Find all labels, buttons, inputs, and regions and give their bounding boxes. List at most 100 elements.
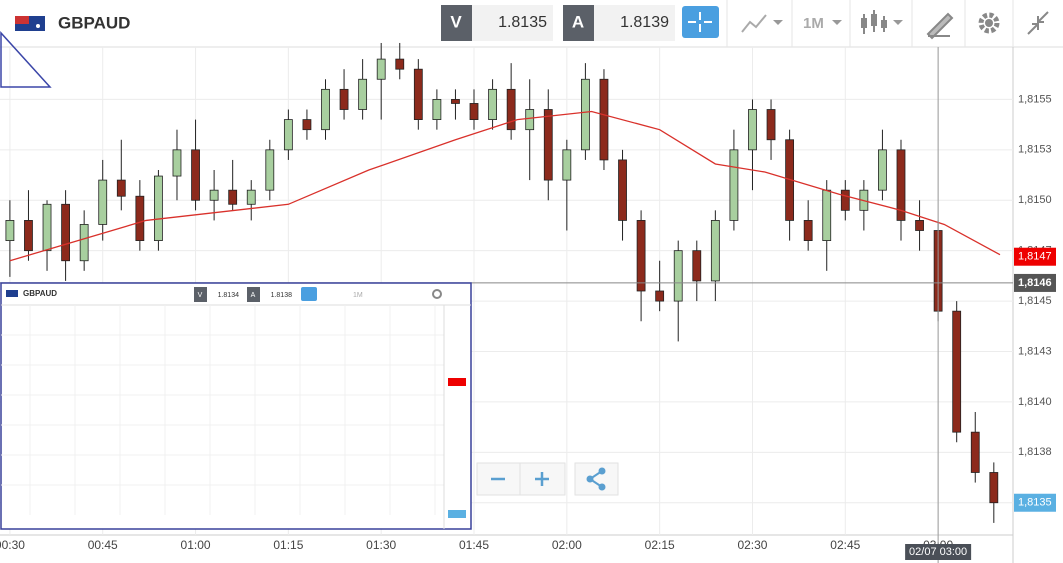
inset-bid: 1.8134 bbox=[218, 292, 240, 299]
x-tick-label: 01:30 bbox=[366, 538, 396, 552]
inset-bid-button bbox=[194, 287, 207, 302]
bid-label: V bbox=[450, 12, 462, 31]
candle-body bbox=[135, 195, 145, 241]
candle-body bbox=[673, 250, 683, 302]
candle-body bbox=[42, 203, 52, 252]
candle-body bbox=[488, 88, 497, 120]
candle-body bbox=[98, 179, 108, 225]
candle-body bbox=[265, 149, 275, 191]
x-tick-label: 01:00 bbox=[181, 538, 211, 552]
candle-body bbox=[599, 78, 609, 161]
candle-body bbox=[506, 88, 516, 131]
crosshair-x-label: 02/07 03:00 bbox=[909, 546, 967, 558]
x-tick-label: 01:45 bbox=[459, 538, 489, 552]
moving-average bbox=[9, 110, 1001, 262]
zoom-controls bbox=[476, 462, 619, 496]
candle-body bbox=[395, 58, 405, 70]
candle-body bbox=[766, 109, 776, 141]
inset-price-tag bbox=[448, 510, 466, 518]
candle-body bbox=[970, 431, 980, 473]
ask-price: 1.8139 bbox=[620, 14, 669, 31]
crosshair-icon bbox=[688, 12, 712, 32]
inset-ask-label: A bbox=[251, 292, 256, 299]
overlay: GBPAUD V 1.8134 A 1.8138 1M bbox=[0, 31, 619, 530]
candle-body bbox=[246, 189, 256, 205]
inset-screenshot: GBPAUD V 1.8134 A 1.8138 1M bbox=[0, 282, 472, 530]
flag-star bbox=[36, 24, 40, 28]
crosshair-button[interactable] bbox=[682, 6, 719, 38]
x-tick-label: 02:00 bbox=[552, 538, 582, 552]
candle-body bbox=[413, 68, 423, 120]
candle-body bbox=[339, 88, 349, 110]
candle-body bbox=[710, 220, 720, 282]
candle-body bbox=[580, 78, 590, 151]
candle-body bbox=[469, 103, 479, 120]
candle-body bbox=[283, 119, 293, 151]
inset-symbol: GBPAUD bbox=[23, 289, 57, 298]
inset-price-tag bbox=[448, 378, 466, 386]
candle-body bbox=[376, 58, 386, 80]
candle-body bbox=[989, 472, 999, 504]
candle-body bbox=[302, 119, 312, 131]
x-tick-label: 00:45 bbox=[88, 538, 118, 552]
candle-body bbox=[432, 99, 442, 120]
y-tick-label: 1,8140 bbox=[1018, 396, 1052, 408]
indicator-icon[interactable] bbox=[741, 14, 767, 33]
candle-body bbox=[116, 179, 126, 197]
inset-flag bbox=[6, 290, 18, 297]
y-tick-label: 1,8143 bbox=[1018, 345, 1052, 357]
plus-icon bbox=[535, 472, 549, 486]
collapse-icon[interactable] bbox=[1027, 11, 1049, 35]
candle-body bbox=[822, 189, 832, 241]
share[interactable] bbox=[574, 462, 619, 496]
x-tick-label: 02:45 bbox=[830, 538, 860, 552]
settings-icon[interactable] bbox=[978, 12, 1000, 34]
y-tick-label: 1,8150 bbox=[1018, 194, 1052, 206]
inset-crosshair-button bbox=[301, 287, 317, 301]
candle-body bbox=[358, 78, 368, 110]
candle-body bbox=[729, 149, 739, 221]
bid-price: 1.8135 bbox=[498, 14, 547, 31]
candle-body bbox=[562, 149, 572, 181]
bid-button[interactable] bbox=[441, 5, 472, 41]
x-tick-label: 02:30 bbox=[737, 538, 767, 552]
y-tick-label: 1,8153 bbox=[1018, 144, 1052, 156]
inset-settings bbox=[432, 289, 442, 299]
candle-body bbox=[655, 290, 665, 302]
ask-button[interactable] bbox=[563, 5, 594, 41]
share-dot bbox=[586, 475, 594, 483]
dropdown-arrow bbox=[893, 20, 903, 25]
y-tick-label: 1,8138 bbox=[1018, 446, 1052, 458]
price-tag-label: 1,8135 bbox=[1018, 497, 1052, 509]
candle-body bbox=[878, 149, 887, 191]
candle-body bbox=[748, 109, 757, 151]
candle-body bbox=[915, 220, 924, 231]
timeframe[interactable]: 1M bbox=[803, 15, 824, 32]
dropdown-arrow bbox=[773, 20, 783, 25]
inset-grid bbox=[1, 305, 444, 515]
symbol: GBPAUD bbox=[58, 13, 130, 32]
x-tick-label: 02:15 bbox=[645, 538, 675, 552]
share-dot bbox=[598, 467, 606, 475]
inset-frame bbox=[0, 282, 472, 530]
candle-body bbox=[172, 149, 182, 177]
candle-body bbox=[209, 189, 219, 201]
inset-ask-button bbox=[247, 287, 260, 302]
candle-body bbox=[79, 224, 89, 262]
candle-body bbox=[840, 189, 850, 211]
candle-type-icon[interactable] bbox=[861, 10, 887, 34]
plot: 1,8155 1,8153 1,8150 1,8147 1,8145 1,8143 1,81… bbox=[0, 42, 1056, 563]
draw-icon[interactable] bbox=[926, 12, 954, 40]
candle-body bbox=[525, 109, 535, 131]
price-tag-label: 1,8147 bbox=[1018, 251, 1052, 263]
flag bbox=[15, 16, 45, 31]
candle-body bbox=[451, 99, 460, 104]
candle-body bbox=[5, 220, 15, 241]
candle-body bbox=[618, 159, 627, 221]
candle-body bbox=[896, 149, 906, 221]
candle-body bbox=[803, 220, 813, 241]
inset-ask: 1.8138 bbox=[271, 292, 293, 299]
share-dot bbox=[598, 483, 606, 491]
flag-union bbox=[15, 16, 29, 24]
